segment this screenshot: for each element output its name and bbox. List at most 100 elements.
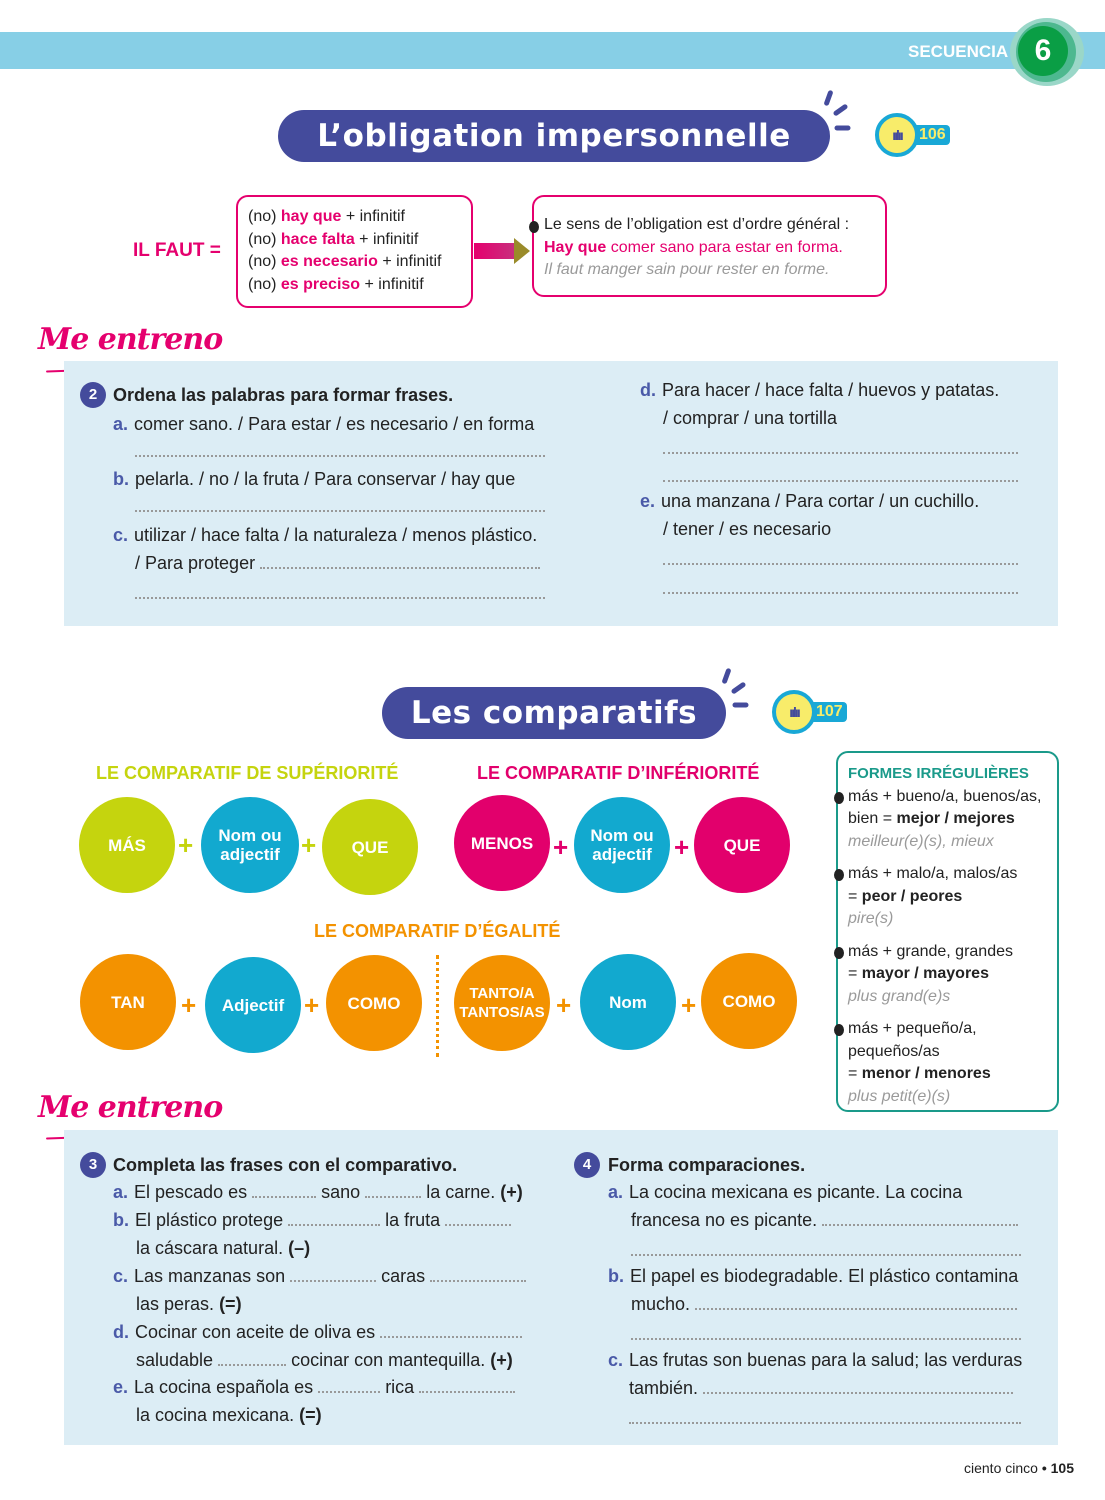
audio-track-number: 106 <box>915 125 950 145</box>
circle-como: COMO <box>326 955 422 1051</box>
answer-line[interactable] <box>663 480 1018 482</box>
circle-que: QUE <box>322 799 418 895</box>
plus-sign: + <box>674 832 690 862</box>
answer-line[interactable] <box>631 1338 1021 1340</box>
bullet-icon <box>529 221 539 233</box>
splash-decoration <box>834 125 851 131</box>
answer-blank[interactable] <box>695 1296 1018 1310</box>
irregular-heading: FORMES IRRÉGULIÈRES <box>848 765 1029 782</box>
audio-wave-icon: ıılıı <box>875 113 919 157</box>
exercise-title: Completa las frases con el comparativo. <box>113 1155 458 1175</box>
exercise-3-item-b: b. El plástico protege la fruta <box>113 1208 512 1232</box>
answer-line[interactable] <box>663 592 1018 594</box>
sequence-band <box>0 32 1105 69</box>
exercise-3-item-d: d. Cocinar con aceite de oliva es <box>113 1320 523 1344</box>
answer-line[interactable] <box>135 597 545 599</box>
exercise-4-item-a: a. La cocina mexicana es picante. La coci… <box>608 1182 963 1202</box>
exercise-3-item-a: a. El pescado es sano la carne. (+) <box>113 1182 523 1202</box>
answer-blank[interactable] <box>318 1379 381 1393</box>
answer-line[interactable] <box>135 510 545 512</box>
exercise-number: 2 <box>80 382 106 408</box>
irregular-entry: más + grande, grandes = mayor / mayores … <box>834 941 1057 1009</box>
plus-sign: + <box>304 990 320 1020</box>
translation-text: Il faut manger sain pour rester en forme… <box>544 261 830 278</box>
answer-line[interactable] <box>631 1254 1021 1256</box>
answer-blank[interactable] <box>445 1212 512 1226</box>
exercise-3-item-c: c. Las manzanas son caras <box>113 1264 527 1288</box>
circle-tanto: TANTO/A TANTOS/AS <box>454 955 550 1051</box>
answer-blank[interactable] <box>365 1184 422 1198</box>
exercise-title: Forma comparaciones. <box>608 1155 806 1175</box>
exercise-item-b: b. pelarla. / no / la fruta / Para conser… <box>113 469 516 489</box>
il-faut-label: IL FAUT = <box>133 240 221 261</box>
answer-blank[interactable] <box>380 1324 523 1338</box>
answer-blank[interactable] <box>288 1212 381 1226</box>
inferiority-heading: LE COMPARATIF D’INFÉRIORITÉ <box>477 763 760 783</box>
answer-blank[interactable] <box>252 1184 317 1198</box>
sequence-number: 6 <box>1018 26 1068 76</box>
exercise-item-c-line2: / Para proteger <box>135 551 541 575</box>
answer-blank[interactable] <box>419 1379 516 1393</box>
exercise-3-item-e-line2: la cocina mexicana. (=) <box>136 1405 322 1425</box>
me-entreno-heading: Me entreno <box>38 322 223 357</box>
circle-que: QUE <box>694 797 790 893</box>
plus-sign: + <box>556 990 572 1020</box>
section-title-obligation: L’obligation impersonnelle <box>278 110 830 162</box>
page-number: 105 <box>1050 1460 1074 1476</box>
audio-track-number: 107 <box>812 702 847 722</box>
audio-track-107[interactable]: ıılıı 107 <box>772 690 847 734</box>
form-item: (no) es necesario + infinitif <box>248 253 442 270</box>
answer-line[interactable] <box>629 1422 1021 1424</box>
splash-decoration <box>832 103 849 117</box>
answer-blank[interactable] <box>260 555 541 569</box>
circle-adjectif: Adjectif <box>205 957 301 1053</box>
divider <box>436 955 439 1057</box>
circle-mas: MÁS <box>79 797 175 893</box>
circle-nom-adjectif: Nom ou adjectif <box>201 797 299 893</box>
circle-como: COMO <box>701 953 797 1049</box>
splash-decoration <box>823 89 834 107</box>
exercise-2-panel <box>64 361 1058 626</box>
exercise-item-a: a. comer sano. / Para estar / es necesari… <box>113 414 535 434</box>
exercise-4-item-a-line2: francesa no es picante. <box>631 1208 1019 1232</box>
circle-menos: MENOS <box>454 795 550 891</box>
plus-sign: + <box>178 830 194 860</box>
answer-blank[interactable] <box>703 1380 1014 1394</box>
exercise-4-item-c-line2: también. <box>629 1376 1014 1400</box>
plus-sign: + <box>681 990 697 1020</box>
splash-decoration <box>721 667 732 685</box>
answer-blank[interactable] <box>218 1352 287 1366</box>
page-words: ciento cinco <box>964 1460 1038 1476</box>
answer-line[interactable] <box>135 455 545 457</box>
form-item: (no) hace falta + infinitif <box>248 230 419 248</box>
form-item: (no) hay que + infinitif <box>248 208 405 225</box>
irregular-forms-box: FORMES IRRÉGULIÈRES más + bueno/a, bueno… <box>834 751 1059 1112</box>
exercise-4-item-c: c. Las frutas son buenas para la salud; l… <box>608 1350 1023 1370</box>
audio-track-106[interactable]: ıılıı 106 <box>875 113 950 157</box>
exercise-4-item-b: b. El papel es biodegradable. El plástico… <box>608 1266 1019 1286</box>
audio-wave-icon: ıılıı <box>772 690 816 734</box>
circle-nom-adjectif: Nom ou adjectif <box>574 797 670 893</box>
exercise-item-e: e. una manzana / Para cortar / un cuchill… <box>640 491 980 511</box>
answer-blank[interactable] <box>430 1268 527 1282</box>
exercise-3-item-d-line2: saludable cocinar con mantequilla. (+) <box>136 1350 513 1370</box>
circle-tan: TAN <box>80 954 176 1050</box>
exercise-item-e-line2: / tener / es necesario <box>663 519 832 539</box>
form-item: (no) es preciso + infinitif <box>248 275 424 293</box>
exercise-item-d: d. Para hacer / hace falta / huevos y pat… <box>640 380 1000 400</box>
obligation-note-box: Le sens de l’obligation est d’ordre géné… <box>529 195 887 297</box>
me-entreno-heading: Me entreno <box>38 1090 223 1125</box>
plus-sign: + <box>553 832 569 862</box>
section-title-comparatifs: Les comparatifs <box>382 687 726 739</box>
irregular-entry: más + bueno/a, buenos/as, bien = mejor /… <box>834 786 1057 854</box>
page-footer: ciento cinco • 105 <box>964 1460 1074 1476</box>
answer-blank[interactable] <box>290 1268 377 1282</box>
answer-line[interactable] <box>663 563 1018 565</box>
example-text: comer sano para estar en forma. <box>610 238 843 256</box>
exercise-number: 3 <box>80 1152 106 1178</box>
answer-line[interactable] <box>663 452 1018 454</box>
arrow-head-icon <box>514 238 530 264</box>
answer-blank[interactable] <box>822 1212 1019 1226</box>
splash-decoration <box>730 681 747 695</box>
plus-sign: + <box>181 990 197 1020</box>
